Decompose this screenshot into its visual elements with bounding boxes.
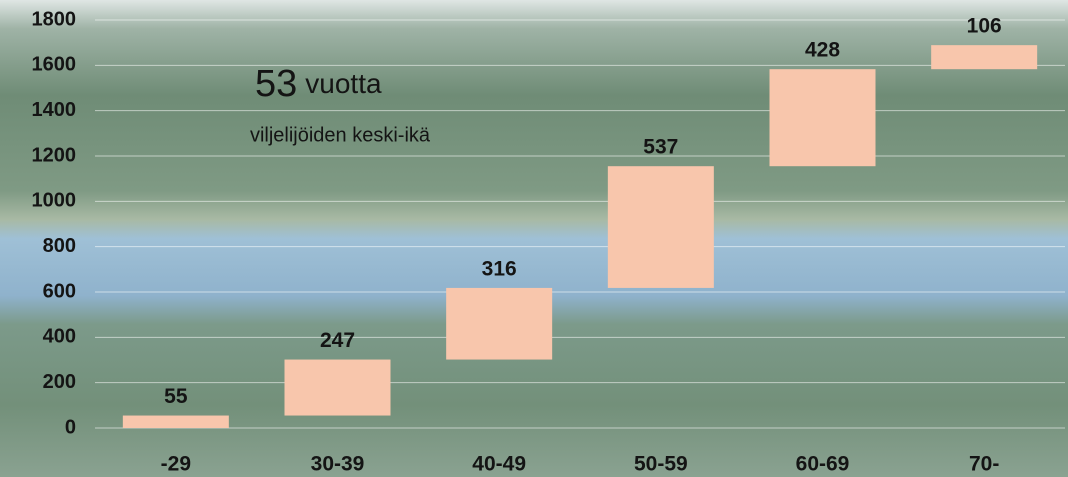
annotation: 53 vuotta [255, 63, 382, 105]
y-tick-label: 1200 [32, 144, 77, 166]
x-tick-label: 70- [969, 453, 999, 476]
bar [931, 45, 1038, 70]
y-tick-label: 1400 [32, 99, 77, 121]
annotation-caption: viljelijöiden keski-ikä [250, 124, 431, 146]
x-tick-label: 30-39 [311, 453, 365, 476]
x-tick-label: 60-69 [796, 453, 850, 476]
data-label: 428 [805, 39, 840, 62]
bar [284, 359, 391, 416]
y-tick-label: 1800 [32, 8, 77, 30]
annotation-value: 53 [255, 63, 297, 105]
bar [122, 415, 229, 428]
x-tick-label: -29 [161, 453, 191, 476]
data-label: 106 [967, 15, 1002, 38]
plot-area: 0 200 400 600 800 1000 1200 1400 1600 1800 55 -29 24… [32, 8, 1065, 476]
y-tick-label: 0 [65, 416, 76, 438]
y-tick-label: 200 [43, 371, 76, 393]
bar [769, 69, 876, 167]
data-label: 247 [320, 329, 355, 352]
data-label: 316 [482, 257, 517, 280]
annotation-unit: vuotta [305, 68, 382, 99]
data-label: 55 [164, 385, 188, 408]
y-tick-label: 400 [43, 326, 76, 348]
y-tick-label: 800 [43, 235, 76, 257]
y-tick-label: 600 [43, 280, 76, 302]
x-tick-label: 40-49 [472, 453, 526, 476]
data-label: 537 [643, 136, 678, 159]
bar [607, 166, 714, 288]
x-tick-label: 50-59 [634, 453, 688, 476]
y-tick-label: 1000 [32, 190, 77, 212]
y-tick-label: 1600 [32, 54, 77, 76]
bar [446, 287, 553, 360]
